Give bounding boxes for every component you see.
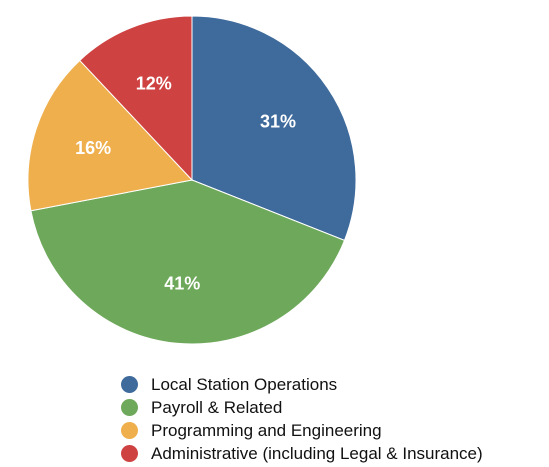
pie-slice-programming-and-engineering xyxy=(27,59,193,212)
pie-slice-label-programming-and-engineering: 16% xyxy=(75,138,111,158)
legend-label-programming-engineering: Programming and Engineering xyxy=(151,421,382,440)
legend-item-administrative: Administrative (including Legal & Insura… xyxy=(121,442,483,465)
pie-slice-label-local-station-operations: 31% xyxy=(260,112,296,132)
pie-chart: 31% 41% 16% 12% xyxy=(27,15,357,345)
legend-item-payroll-related: Payroll & Related xyxy=(121,396,483,419)
pie-slice-label-payroll-related: 41% xyxy=(164,274,200,294)
legend-swatch-local-station-operations xyxy=(121,376,138,393)
legend-item-local-station-operations: Local Station Operations xyxy=(121,373,483,396)
pie-slices xyxy=(27,15,357,345)
legend-label-payroll-related: Payroll & Related xyxy=(151,398,283,417)
pie-slice-labels: 31% 41% 16% 12% xyxy=(75,73,296,293)
pie-slice-payroll-related xyxy=(30,179,346,345)
legend-label-administrative: Administrative (including Legal & Insura… xyxy=(151,444,483,463)
legend-swatch-administrative xyxy=(121,445,138,462)
legend-label-local-station-operations: Local Station Operations xyxy=(151,375,338,394)
pie-slice-label-administrative-including-legal-insurance: 12% xyxy=(136,73,172,93)
pie-slice-local-station-operations xyxy=(191,15,357,242)
legend: Local Station Operations Payroll & Relat… xyxy=(121,373,483,465)
legend-swatch-payroll-related xyxy=(121,399,138,416)
pie-slice-administrative-including-legal-insurance xyxy=(79,15,193,182)
legend-swatch-programming-engineering xyxy=(121,422,138,439)
legend-item-programming-engineering: Programming and Engineering xyxy=(121,419,483,442)
